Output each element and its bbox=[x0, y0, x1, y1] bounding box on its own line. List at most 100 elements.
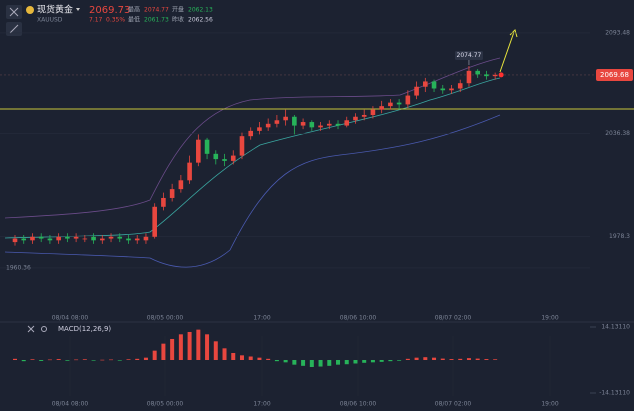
candle-body bbox=[126, 238, 131, 241]
change: 7.17 bbox=[89, 17, 103, 24]
candle-body bbox=[117, 236, 123, 239]
macd-bar bbox=[231, 352, 236, 360]
macd-bar bbox=[135, 358, 140, 360]
macd-bar bbox=[266, 358, 271, 360]
x-tick-label: 08/04 08:00 bbox=[52, 401, 89, 408]
draw-icon bbox=[9, 24, 19, 34]
candle-body bbox=[56, 236, 61, 241]
macd-bar bbox=[126, 359, 131, 360]
macd-bar bbox=[370, 360, 375, 363]
macd-bar bbox=[327, 360, 332, 366]
candle-body bbox=[449, 88, 454, 91]
candle-body bbox=[134, 238, 140, 241]
candle-body bbox=[161, 197, 166, 207]
candle-body bbox=[187, 162, 192, 181]
candle-body bbox=[265, 123, 271, 128]
macd-bar bbox=[414, 357, 419, 360]
candle-body bbox=[143, 236, 149, 241]
candle-body bbox=[213, 153, 219, 160]
macd-bar bbox=[47, 359, 52, 361]
y-tick-label: 1978.3 bbox=[609, 233, 630, 240]
x-tick-label: 19:00 bbox=[541, 315, 558, 322]
close-icon bbox=[9, 7, 19, 17]
candle-body bbox=[405, 95, 411, 105]
macd-bar bbox=[30, 359, 35, 360]
candle-body bbox=[222, 159, 227, 161]
candle-body bbox=[274, 120, 280, 124]
trend-arrow bbox=[499, 29, 518, 73]
macd-bar bbox=[484, 359, 489, 360]
x-tick-label: 08/06 10:00 bbox=[340, 315, 377, 322]
macd-bar bbox=[423, 357, 428, 360]
last-dot bbox=[498, 72, 504, 78]
candle-body bbox=[440, 88, 446, 91]
high-tag bbox=[454, 50, 483, 60]
macd-bar bbox=[449, 359, 454, 360]
candle-body bbox=[388, 102, 393, 107]
macd-bar bbox=[466, 358, 471, 360]
candle-body bbox=[82, 238, 88, 240]
instrument-name[interactable]: 现货黄金 bbox=[37, 4, 73, 16]
change-pct: 0.35% bbox=[106, 17, 125, 24]
candle-body bbox=[370, 109, 376, 115]
candle-body bbox=[379, 106, 384, 110]
candle-body bbox=[100, 238, 105, 241]
macd-bar bbox=[475, 358, 480, 360]
macd-bar bbox=[65, 360, 70, 361]
macd-bar bbox=[432, 357, 437, 360]
macd-bar bbox=[257, 357, 262, 360]
candle-body bbox=[178, 180, 184, 190]
macd-bar bbox=[100, 359, 105, 361]
candle-body bbox=[204, 139, 210, 154]
candle-body bbox=[108, 236, 114, 239]
x-tick-label: 08/07 02:00 bbox=[435, 401, 472, 408]
last-price-label: 2069.68 bbox=[600, 71, 629, 79]
candle-body bbox=[12, 238, 18, 243]
macd-close[interactable] bbox=[27, 325, 35, 333]
macd-bar bbox=[336, 360, 341, 365]
macd-bar bbox=[178, 334, 183, 360]
candle-body bbox=[73, 236, 79, 239]
candle-body bbox=[457, 83, 463, 89]
candle-body bbox=[239, 136, 245, 156]
candle-body bbox=[283, 116, 288, 121]
candle-body bbox=[335, 123, 341, 126]
macd-bar bbox=[440, 358, 445, 360]
stat-value: 2061.73 bbox=[144, 17, 169, 24]
candle-body bbox=[248, 130, 254, 137]
candle-body bbox=[47, 238, 53, 241]
candle-body bbox=[169, 189, 175, 198]
macd-bar bbox=[213, 341, 218, 360]
macd-bar bbox=[405, 358, 410, 360]
macd-bar bbox=[222, 348, 227, 360]
macd-bar bbox=[56, 359, 61, 360]
macd-bar bbox=[388, 360, 393, 362]
middle-band bbox=[4, 77, 501, 239]
macd-bar bbox=[318, 360, 323, 367]
candle-body bbox=[91, 236, 96, 241]
macd-bar bbox=[458, 358, 463, 360]
candle-body bbox=[361, 114, 367, 117]
x-tick-label: 08/04 08:00 bbox=[52, 315, 89, 322]
candle-body bbox=[353, 116, 358, 121]
candle-body bbox=[257, 127, 262, 131]
macd-bar bbox=[117, 360, 122, 361]
candle-body bbox=[492, 74, 498, 77]
macd-tick-label: -14.13110 bbox=[599, 390, 630, 397]
macd-bar bbox=[283, 360, 288, 363]
dropdown[interactable] bbox=[76, 8, 80, 11]
candle-body bbox=[396, 102, 402, 105]
macd-label: MACD(12,26,9) bbox=[58, 325, 111, 333]
macd-bar bbox=[239, 355, 244, 360]
x-tick-label: 08/05 00:00 bbox=[147, 315, 184, 322]
gold-icon bbox=[26, 6, 34, 14]
macd-bar bbox=[493, 359, 498, 360]
high-label: 2074.77 bbox=[457, 52, 482, 59]
macd-bar bbox=[205, 334, 210, 360]
candle-body bbox=[318, 125, 323, 128]
macd-settings[interactable] bbox=[41, 326, 47, 332]
y-tick-label: 2036.38 bbox=[605, 130, 630, 137]
macd-tick-label: 14.13110 bbox=[601, 324, 630, 331]
macd-bar bbox=[143, 357, 148, 360]
